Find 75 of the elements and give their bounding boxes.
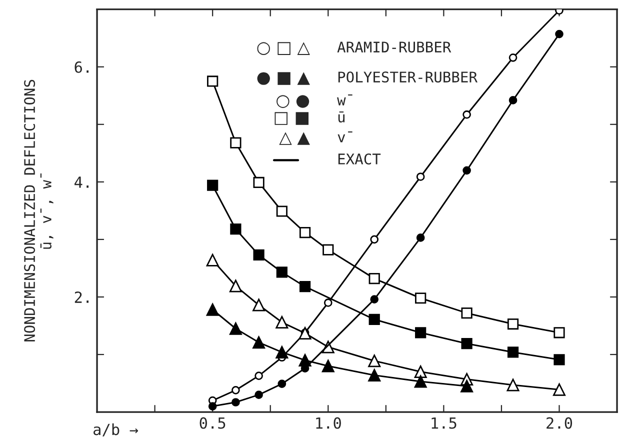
point <box>462 110 471 119</box>
point <box>414 366 427 378</box>
point <box>232 386 240 394</box>
point <box>207 180 218 191</box>
x-tick-label: 0.5 <box>200 417 226 429</box>
annotation: ARAMID-RUBBER <box>337 42 452 53</box>
x-axis-title: a/b → <box>94 423 138 436</box>
point <box>298 326 312 340</box>
point <box>508 53 518 62</box>
point <box>208 402 217 410</box>
point <box>252 336 266 349</box>
point <box>299 281 311 292</box>
annotation: ū <box>338 111 345 123</box>
point <box>554 354 565 366</box>
annotation: v̄ <box>338 131 352 142</box>
point <box>276 316 288 329</box>
point <box>370 295 379 304</box>
point <box>324 298 332 307</box>
point <box>252 298 266 312</box>
point <box>368 368 381 382</box>
point <box>253 176 264 188</box>
annotation: □ ■ <box>274 112 309 125</box>
point <box>276 206 288 217</box>
annotation: △ ▲ <box>279 132 310 145</box>
point <box>460 380 474 392</box>
point <box>278 380 286 388</box>
point <box>415 292 426 304</box>
x-tick-label: 1.5 <box>432 417 456 429</box>
point <box>507 318 519 330</box>
point <box>508 96 518 104</box>
point <box>254 390 263 399</box>
point <box>506 378 520 392</box>
point <box>555 30 564 38</box>
point <box>368 354 381 368</box>
point <box>299 226 311 238</box>
point <box>416 234 425 242</box>
point <box>461 338 472 350</box>
point <box>232 398 240 406</box>
point <box>462 166 471 175</box>
point <box>368 314 380 325</box>
point <box>229 280 242 292</box>
point <box>416 172 425 181</box>
x-tick-label: 2.0 <box>546 417 572 429</box>
point <box>230 137 242 148</box>
point <box>461 308 472 319</box>
point <box>414 375 427 388</box>
point <box>207 76 218 87</box>
point <box>206 303 219 316</box>
point <box>298 354 312 367</box>
x-tick-label: 1.0 <box>316 417 341 429</box>
point <box>554 327 565 338</box>
point <box>552 383 566 396</box>
point <box>230 224 242 235</box>
y-axis-title: NONDIMENSIONALIZED DEFLECTIONS ū, v̄, w̄ <box>24 80 54 342</box>
point <box>322 244 334 256</box>
y-tick-label: 4. <box>74 176 88 188</box>
point <box>254 372 263 380</box>
y-tick-label: 2. <box>74 291 88 303</box>
annotation: ● ■ ▲ <box>257 72 310 85</box>
annotation: EXACT <box>338 153 381 164</box>
annotation: ○ ● <box>276 95 310 108</box>
annotation: POLYESTER-RUBBER <box>338 72 478 83</box>
point <box>276 266 288 278</box>
point <box>229 322 242 335</box>
annotation: ○ □ △ <box>257 42 310 55</box>
y-tick-label: 6. <box>74 61 88 73</box>
point <box>206 254 219 266</box>
point <box>507 346 519 358</box>
point <box>322 360 334 372</box>
point <box>370 235 379 244</box>
point <box>276 346 288 358</box>
annotation: w̄ <box>337 94 352 106</box>
point <box>253 249 264 261</box>
point <box>415 327 426 338</box>
point <box>368 273 380 284</box>
